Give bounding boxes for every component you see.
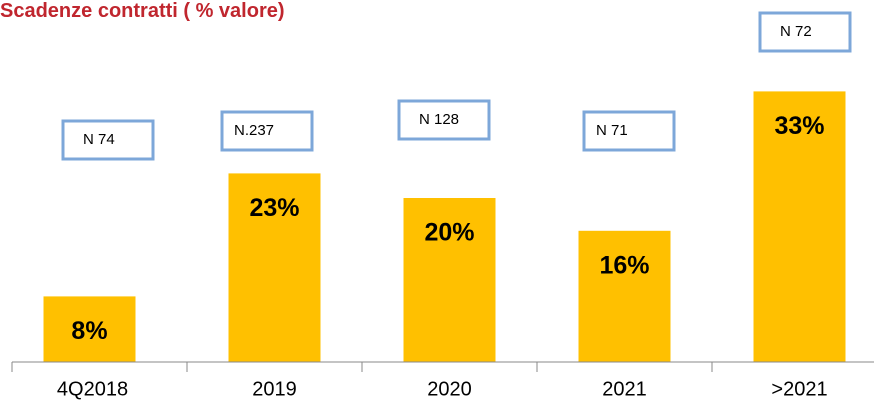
annotation: N 74 [83,131,115,148]
annotation-box [220,110,314,152]
annotation: N 128 [419,111,459,128]
bar [43,296,136,362]
value-label: 33% [774,112,824,140]
annotation: N 72 [780,23,812,40]
bar [578,230,671,362]
value-label: 8% [71,317,107,345]
annotation-box [582,110,676,152]
annotation-box [61,119,155,161]
annotation-box [758,11,852,53]
annotation: N.237 [234,122,274,139]
x-tick-label: 2020 [427,378,472,400]
bar [228,173,321,362]
value-label: 23% [249,194,299,222]
bar [403,198,496,362]
value-label: 16% [599,251,649,279]
x-tick-label: 4Q2018 [57,378,128,400]
x-tick-label: >2021 [771,378,827,400]
x-tick-label: 2019 [252,378,297,400]
bar [753,91,846,363]
value-label: 20% [424,219,474,247]
annotation: N 71 [596,122,628,139]
x-tick-label: 2021 [602,378,647,400]
annotation-box [397,99,491,141]
chart-title: Scadenze contratti ( % valore) [0,0,285,22]
